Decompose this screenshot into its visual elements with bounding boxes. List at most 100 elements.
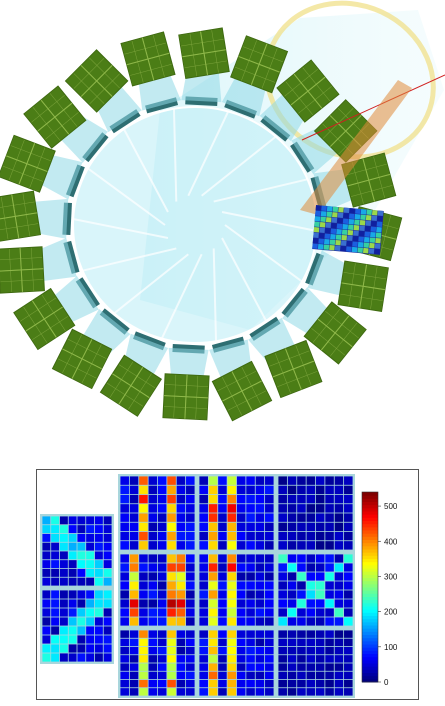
heatmap-cell xyxy=(278,630,287,638)
heatmap-cell xyxy=(148,513,158,522)
hit-pixel xyxy=(348,224,354,230)
heatmap-cell xyxy=(139,646,148,655)
heatmap-cell xyxy=(315,688,325,696)
heatmap-cell xyxy=(265,608,274,617)
heatmap-cell xyxy=(306,679,316,688)
heatmap-cell xyxy=(325,599,334,608)
hit-pixel xyxy=(319,222,326,228)
heatmap-cell xyxy=(148,572,158,581)
heatmap-cell xyxy=(227,504,237,513)
heatmap-cell xyxy=(325,663,334,671)
heatmap-cell xyxy=(68,560,77,569)
heatmap-panel xyxy=(197,628,276,698)
hit-pixel xyxy=(341,229,348,235)
heatmap-cell xyxy=(42,608,51,617)
hit-pixel xyxy=(336,223,343,229)
heatmap-cell xyxy=(139,563,148,572)
heatmap-cell xyxy=(306,638,316,647)
heatmap-cell xyxy=(103,525,112,534)
heatmap-cell xyxy=(176,630,186,638)
heatmap-cell xyxy=(287,617,297,626)
hit-pixel xyxy=(319,227,325,233)
heatmap-cell xyxy=(120,494,129,504)
hit-pixel xyxy=(334,245,341,251)
colorbar-tick-label: 0 xyxy=(384,678,389,687)
heatmap-cell xyxy=(278,638,287,647)
heatmap-cell xyxy=(246,617,255,626)
heatmap-cell xyxy=(208,671,218,680)
heatmap-cell xyxy=(157,630,167,638)
heatmap-cell xyxy=(218,638,227,647)
hit-pixel xyxy=(374,243,381,249)
heatmap-cell xyxy=(120,531,129,541)
heatmap-panel xyxy=(276,628,355,698)
heatmap-cell xyxy=(167,590,176,599)
heatmap-cell xyxy=(120,476,129,485)
hit-map-heatmap: 500 400 300 200 100 0 xyxy=(40,474,398,698)
hit-pixel xyxy=(325,217,332,223)
heatmap-cell xyxy=(176,608,186,617)
heatmap-cell xyxy=(306,485,316,495)
heatmap-cell xyxy=(334,630,344,638)
heatmap-cell xyxy=(186,638,195,647)
heatmap-cell xyxy=(334,485,344,495)
hit-pixel xyxy=(376,221,383,227)
sensor-module xyxy=(64,49,129,113)
heatmap-cell xyxy=(255,663,265,671)
heatmap-cell xyxy=(157,504,167,513)
heatmap-cell xyxy=(94,525,103,534)
heatmap-cell xyxy=(344,617,353,626)
heatmap-cell xyxy=(246,554,255,563)
heatmap-cell xyxy=(325,688,334,696)
hit-pixel xyxy=(358,236,364,242)
hit-pixel xyxy=(354,214,361,220)
heatmap-cell xyxy=(129,522,139,532)
heatmap-cell xyxy=(129,572,139,581)
heatmap-cell xyxy=(325,554,334,563)
heatmap-cell xyxy=(218,617,227,626)
heatmap-cell xyxy=(236,531,246,541)
heatmap-cell xyxy=(208,485,218,495)
heatmap-cell xyxy=(334,679,344,688)
heatmap-cell xyxy=(227,655,237,663)
hit-pixel xyxy=(336,229,342,235)
heatmap-cell xyxy=(148,671,158,680)
heatmap-cell xyxy=(227,630,237,638)
heatmap-cell xyxy=(129,590,139,599)
heatmap-cell xyxy=(51,635,60,644)
ring-streak xyxy=(82,247,177,272)
heatmap-cell xyxy=(129,554,139,563)
hit-pixel xyxy=(324,233,331,239)
heatmap-cell xyxy=(344,646,353,655)
heatmap-cell xyxy=(59,577,68,586)
heatmap-cell xyxy=(77,590,86,599)
heatmap-cell xyxy=(297,581,306,590)
heatmap-cell xyxy=(297,513,306,522)
heatmap-cell xyxy=(227,522,237,532)
heatmap-cell xyxy=(218,476,227,485)
hit-pixel xyxy=(330,233,336,240)
heatmap-cell xyxy=(287,646,297,655)
heatmap-cell xyxy=(218,554,227,563)
heatmap-cell xyxy=(236,476,246,485)
heatmap-cell xyxy=(139,590,148,599)
heatmap-cell xyxy=(255,655,265,663)
heatmap-cell xyxy=(157,531,167,541)
heatmap-cell xyxy=(315,638,325,647)
heatmap-cell xyxy=(306,590,316,599)
heatmap-cell xyxy=(139,671,148,680)
heatmap-cell xyxy=(208,541,218,550)
heatmap-cell xyxy=(77,608,86,617)
heatmap-cell xyxy=(218,630,227,638)
heatmap-cell xyxy=(186,522,195,532)
sensor-module xyxy=(337,260,389,312)
colorbar-tick-label: 200 xyxy=(384,608,398,617)
heatmap-cell xyxy=(306,671,316,680)
heatmap-cell xyxy=(167,646,176,655)
heatmap-cell xyxy=(167,663,176,671)
heatmap-cell xyxy=(120,630,129,638)
heatmap-cell xyxy=(315,671,325,680)
heatmap-cell xyxy=(297,541,306,550)
hit-pixel xyxy=(357,247,363,253)
colorbar-tick-label: 500 xyxy=(384,502,398,511)
